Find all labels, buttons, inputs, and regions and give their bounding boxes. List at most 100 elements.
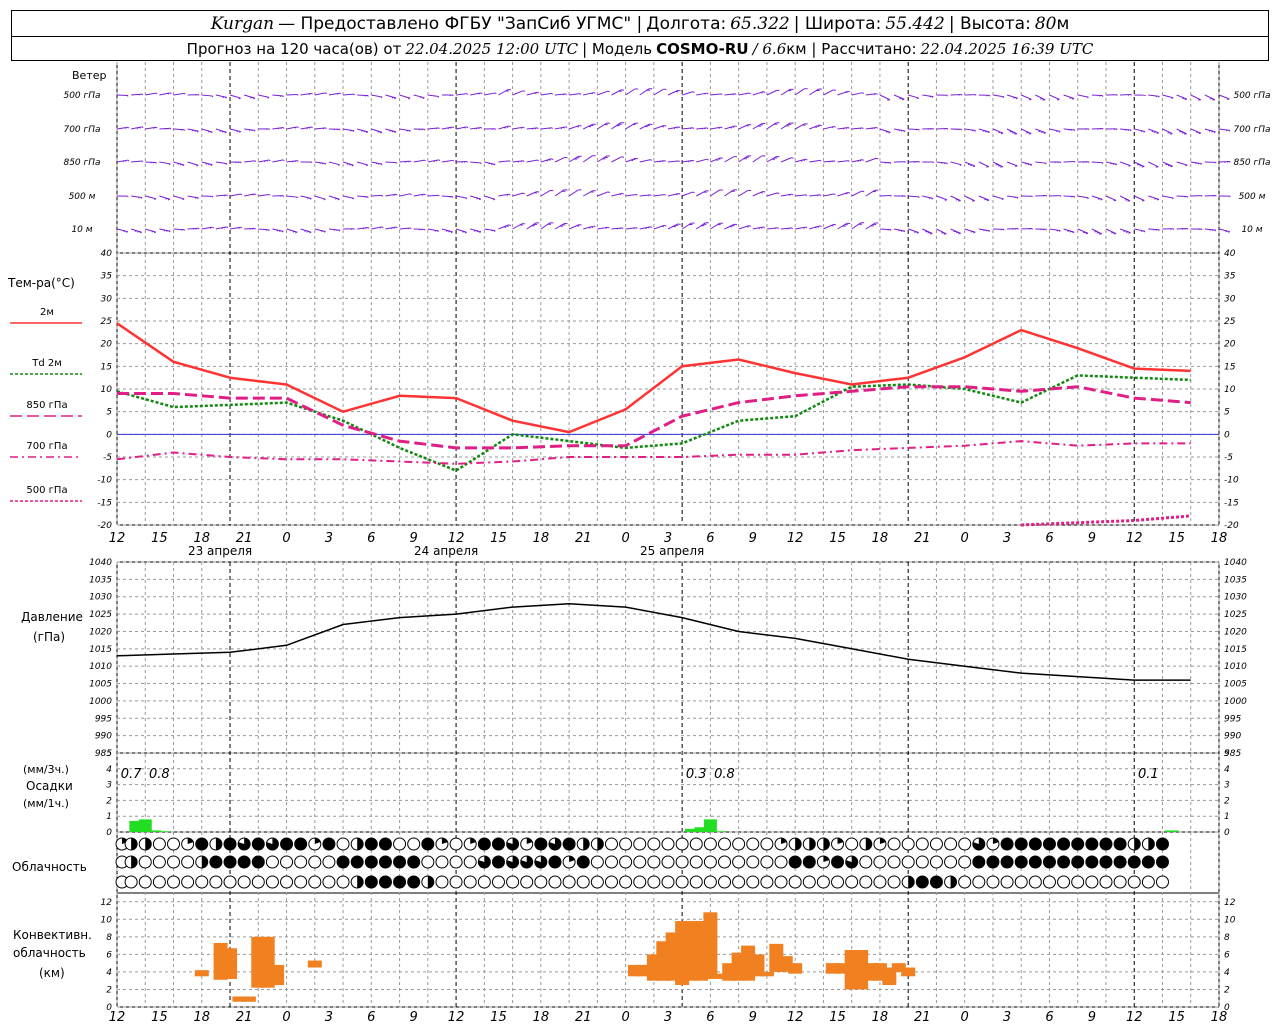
wind-barb-shaft (639, 123, 650, 130)
wind-barb-shaft (1218, 94, 1230, 100)
wind-barb-shaft (413, 94, 425, 99)
wind-barb-feather (970, 164, 973, 167)
wind-barb-feather (706, 158, 709, 161)
cloud-symbol (181, 875, 195, 889)
wind-barb-shaft (258, 159, 270, 163)
cloud-symbol (294, 837, 308, 851)
wind-barb-feather (168, 230, 171, 233)
cloud-symbol (675, 855, 689, 869)
wind-barb-shaft (964, 195, 975, 202)
wind-barb-shaft (837, 192, 849, 197)
conv-bar (750, 954, 765, 977)
wind-barb-feather (848, 160, 850, 162)
cloud-fill-full (252, 838, 265, 850)
wind-barb-shaft (371, 226, 383, 230)
wind-barb-feather (1083, 231, 1086, 234)
cloud-symbol (1014, 875, 1028, 889)
cloud-fill-full (379, 856, 392, 868)
hour-label: 0 (961, 531, 969, 546)
wind-barb-shaft (540, 127, 552, 130)
wind-barb-feather (943, 162, 946, 165)
temp-ytick-right: 25 (1224, 317, 1236, 327)
wind-barb-feather (410, 227, 412, 230)
wind-barb-shaft (1105, 228, 1117, 235)
wind-barb-feather (1143, 131, 1146, 133)
conv-bar (901, 967, 916, 977)
cloud-symbol (421, 855, 435, 869)
wind-barb-feather (1123, 230, 1126, 233)
cloud-circle (562, 875, 576, 889)
wind-barb-shaft (851, 92, 863, 96)
pressure-ytick-right: 985 (1224, 749, 1241, 759)
wind-barb-feather (1097, 198, 1101, 200)
cloud-fill-full (1057, 856, 1070, 868)
cloud-circle (859, 855, 873, 869)
wind-barb-shaft (399, 227, 411, 230)
wind-barb-feather (636, 194, 638, 196)
wind-barb-feather (805, 194, 808, 197)
cloud-symbol (195, 837, 209, 851)
wind-barb-feather (746, 225, 749, 228)
wind-barb-feather (1110, 162, 1112, 165)
wind-barb-shaft (272, 94, 284, 97)
precip-ytick-left: 3 (106, 781, 112, 791)
temp-legend-label: Td 2м (31, 358, 62, 369)
forecast-info-bar: Прогноз на 120 часа(ов) от 22.04.2025 12… (11, 36, 1269, 61)
cloud-circle (845, 837, 859, 851)
cloud-fill-part (506, 838, 519, 850)
wind-barb-feather (565, 93, 567, 96)
cloud-circle (675, 837, 689, 851)
cloud-fill-full (1085, 838, 1098, 850)
cloud-circle (647, 837, 661, 851)
wind-barb-shaft (724, 93, 736, 96)
wind-barb-shaft (159, 161, 171, 165)
hour-label-bottom: 12 (1126, 1010, 1143, 1024)
wind-barb-shaft (893, 94, 905, 100)
wind-barb-feather (126, 231, 128, 233)
wind-barb-feather (537, 91, 540, 94)
wind-barb-feather (678, 160, 680, 163)
cloud-circle (590, 875, 604, 889)
wind-barb-shaft (738, 92, 750, 96)
cloud-symbol (350, 875, 364, 889)
wind-barb-shaft (780, 88, 791, 96)
wind-barb-feather (536, 191, 540, 193)
cloud-circle (393, 837, 407, 851)
wind-barb-feather (492, 198, 496, 201)
wind-barb-feather (520, 160, 523, 163)
cloud-fill-full (534, 838, 547, 850)
cloud-symbol (1155, 837, 1169, 851)
cloud-symbol (308, 875, 322, 889)
cloud-symbol (873, 855, 887, 869)
cloud-symbol (816, 837, 830, 851)
cloud-symbol (887, 875, 901, 889)
wind-barb-shaft (427, 194, 439, 197)
wind-barb-feather (1000, 132, 1004, 135)
longitude-label: Долгота: (646, 13, 727, 34)
wind-barb-feather (916, 97, 919, 100)
wind-barb-feather (381, 226, 384, 229)
wind-barb-feather (1071, 98, 1075, 100)
wind-barb-feather (311, 126, 313, 129)
cloud-fill-part (781, 838, 787, 844)
temp-ytick-right: 0 (1224, 430, 1230, 440)
wind-barb-feather (1124, 129, 1127, 131)
cloud-circle (647, 855, 661, 869)
wind-barb-feather (630, 159, 634, 162)
cloud-symbol (986, 875, 1000, 889)
wind-barb-shaft (667, 192, 679, 197)
wind-barb-feather (291, 160, 294, 163)
wind-barb-feather (622, 227, 624, 230)
cloud-symbol (689, 855, 703, 869)
wind-barb-shaft (427, 228, 439, 232)
wind-barb-feather (647, 226, 650, 229)
wind-barb-shaft (795, 158, 806, 163)
cloud-fill-part (441, 838, 448, 844)
wind-barb-shaft (908, 94, 919, 99)
wind-barb-shaft (639, 159, 651, 163)
wind-barb-feather (236, 130, 239, 133)
wind-barb-feather (664, 160, 666, 162)
cloud-fill-full (789, 856, 802, 868)
latitude-label: | Широта: (793, 13, 882, 34)
conv-bar (759, 971, 774, 977)
